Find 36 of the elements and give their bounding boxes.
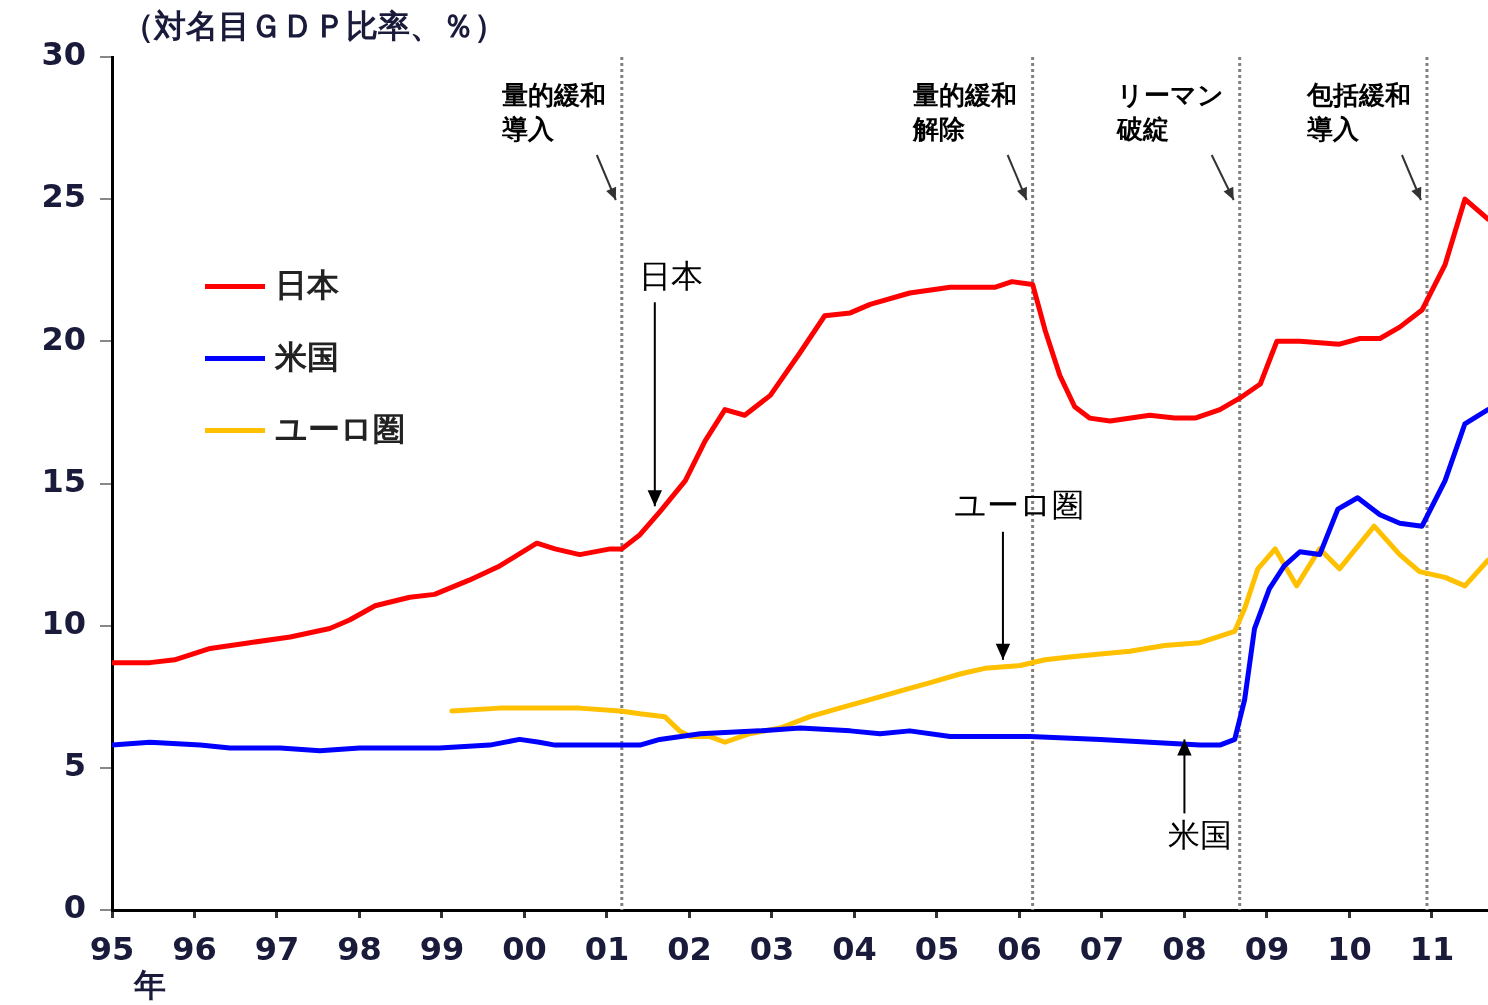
ref-line-label: リーマン破綻 [1115,79,1224,144]
x-tick-label: 03 [749,929,795,968]
x-tick-label: 07 [1079,929,1125,968]
x-tick-label: 99 [419,929,465,968]
x-tick-label: 98 [337,929,382,968]
y-tick-label: 0 [63,888,86,927]
y-tick-label: 15 [41,461,86,500]
ref-line-label: 量的緩和解除 [911,79,1017,144]
legend-label: ユーロ圏 [275,409,405,450]
x-tick-label: 11 [1409,929,1455,968]
y-axis-title: （対名目ＧＤＰ比率、％） [122,7,506,46]
x-tick-label: 00 [502,929,547,968]
x-tick-label: 01 [584,929,630,968]
ref-line-label: 包括緩和導入 [1305,79,1411,144]
x-tick-label: 09 [1244,929,1290,968]
x-tick-label: 97 [254,929,300,968]
legend-label: 米国 [275,337,339,378]
x-tick-label: 05 [914,929,960,968]
x-tick-label: 95 [89,929,135,968]
x-tick-label: 96 [172,929,217,968]
y-tick-label: 20 [41,319,86,358]
legend-label: 日本 [275,265,339,306]
x-tick-label: 02 [667,929,712,968]
annotation: 米国 [1168,815,1233,854]
y-tick-label: 30 [41,35,86,74]
annotation: ユーロ圏 [953,486,1084,525]
x-tick-label: 04 [832,929,877,968]
x-tick-label: 06 [997,929,1042,968]
ref-line-label: 量的緩和導入 [500,79,606,144]
y-tick-label: 5 [63,746,86,785]
x-tick-label: 10 [1327,929,1372,968]
y-tick-label: 10 [41,603,86,642]
annotation: 日本 [638,256,703,295]
y-tick-label: 25 [41,177,86,216]
x-tick-label: 08 [1162,929,1207,968]
x-axis-title: 年 [133,966,166,1005]
